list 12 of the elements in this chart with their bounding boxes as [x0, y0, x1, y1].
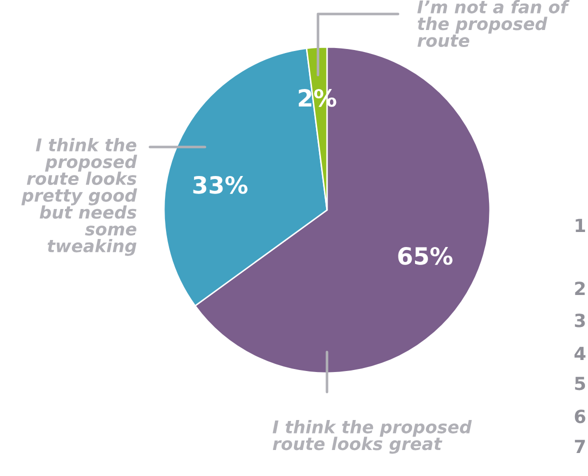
text: 5	[575, 376, 586, 390]
text: 1	[576, 218, 586, 232]
slice-label: I’m not a fan of the proposed route	[417, 0, 570, 48]
text: 3	[574, 314, 585, 328]
slice-label: I think the proposed route looks great	[272, 420, 472, 454]
text: 7	[574, 440, 585, 453]
slice-label: I think the proposed route looks pretty good but needs some tweaking	[21, 138, 138, 256]
text: 2	[575, 282, 585, 295]
text: 6	[574, 410, 586, 424]
data-label: 33%	[193, 176, 248, 194]
data-label: 65%	[398, 246, 453, 265]
text: 4	[574, 346, 586, 360]
